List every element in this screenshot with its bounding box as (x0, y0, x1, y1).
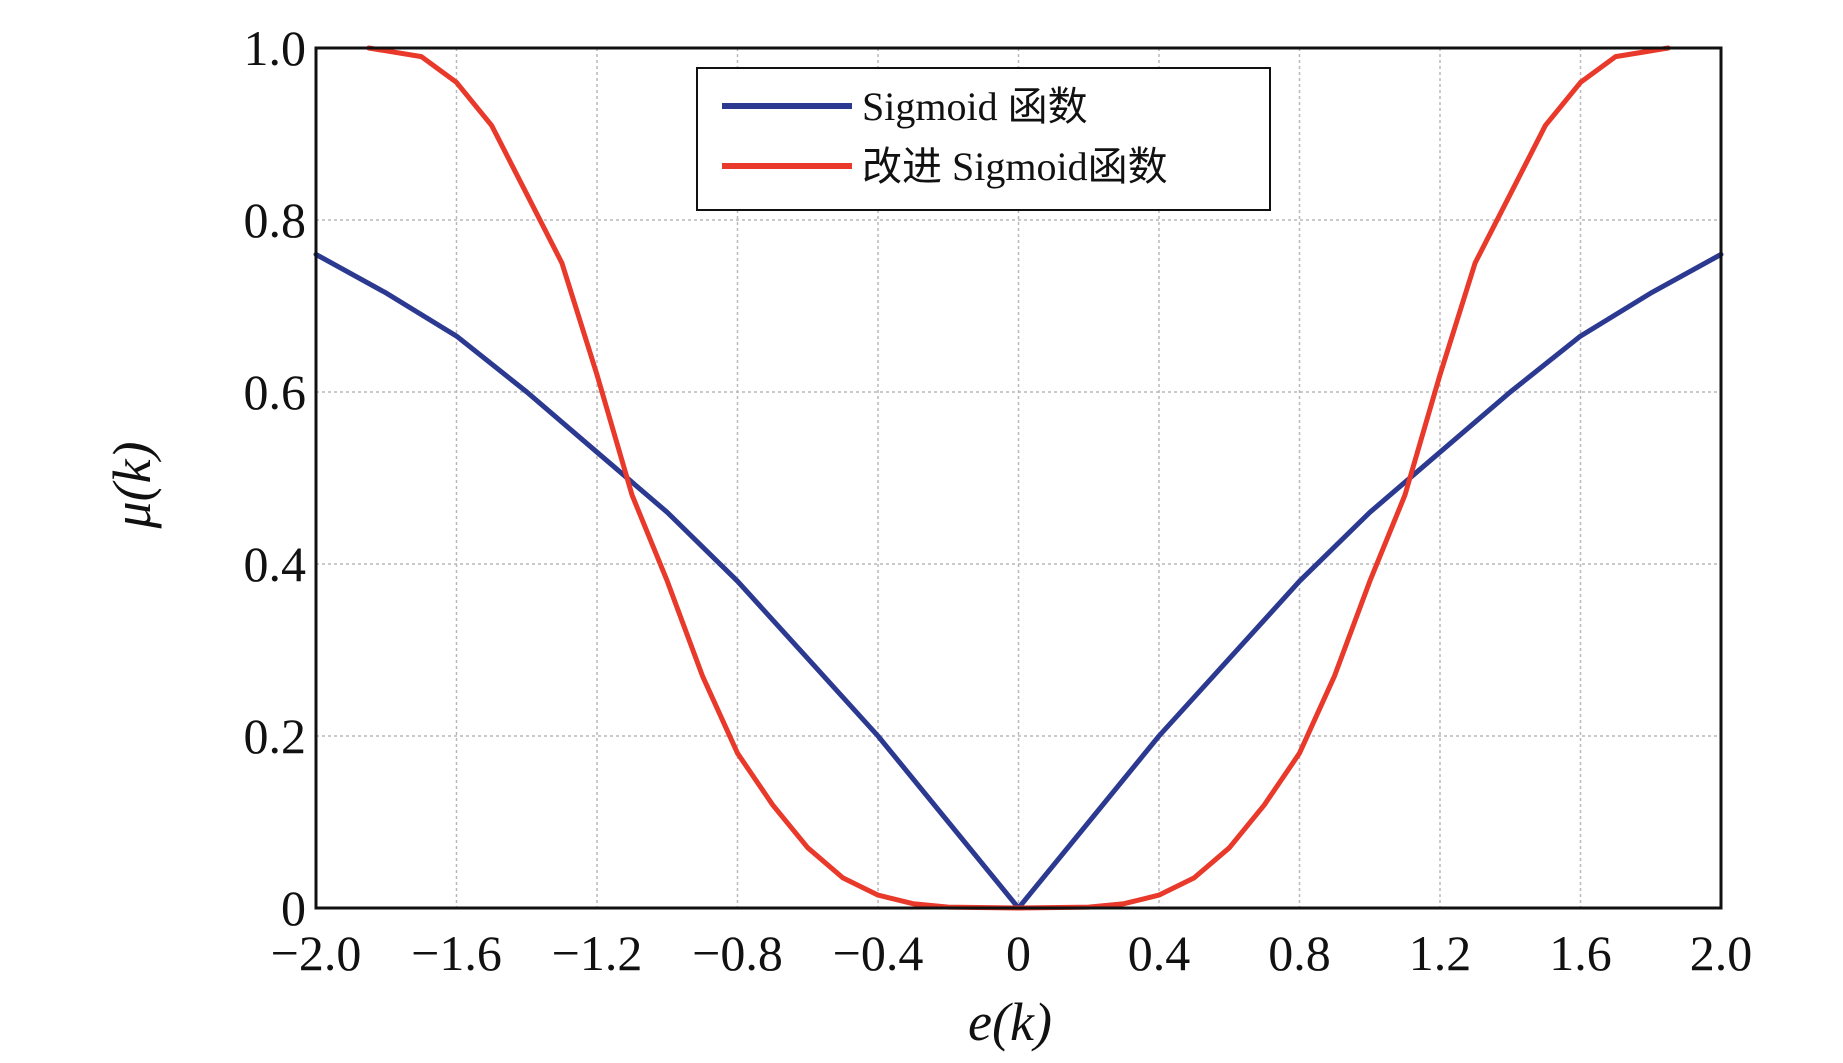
x-axis-ticks: −2.0 −1.6 −1.2 −0.8 −0.4 0 0.4 0.8 1.2 1.6 2.0 (271, 925, 1753, 981)
x-tick-label: −1.6 (411, 925, 502, 981)
y-tick-label: 0 (281, 880, 306, 936)
y-tick-label: 0.6 (244, 364, 307, 420)
x-tick-label: 0.4 (1128, 925, 1191, 981)
series-line-sigmoid (313, 251, 1724, 911)
x-tick-label: −2.0 (271, 925, 362, 981)
x-tick-label: 1.2 (1409, 925, 1472, 981)
x-tick-label: −1.2 (552, 925, 643, 981)
x-tick-label: 2.0 (1690, 925, 1753, 981)
y-axis-label: μ(k) (102, 441, 162, 529)
x-tick-label: −0.4 (833, 925, 924, 981)
y-tick-label: 0.8 (244, 192, 307, 248)
plot-frame (314, 46, 1723, 910)
legend-label-improved-sigmoid: 改进 Sigmoid函数 (862, 144, 1168, 189)
y-tick-label: 0.2 (244, 708, 307, 764)
legend-label-sigmoid: Sigmoid 函数 (862, 84, 1088, 129)
x-tick-label: 0.8 (1268, 925, 1331, 981)
grid (316, 48, 1721, 908)
legend-box (696, 67, 1271, 211)
y-tick-label: 0.4 (244, 536, 307, 592)
x-tick-label: 1.6 (1549, 925, 1612, 981)
x-tick-label: −0.8 (692, 925, 783, 981)
y-tick-label: 1.0 (244, 20, 307, 76)
x-axis-label: e(k) (968, 992, 1052, 1052)
x-tick-label: 0 (1006, 925, 1031, 981)
y-axis-ticks: 0 0.2 0.4 0.6 0.8 1.0 (244, 20, 307, 936)
legend: Sigmoid 函数 改进 Sigmoid函数 (696, 67, 1271, 211)
